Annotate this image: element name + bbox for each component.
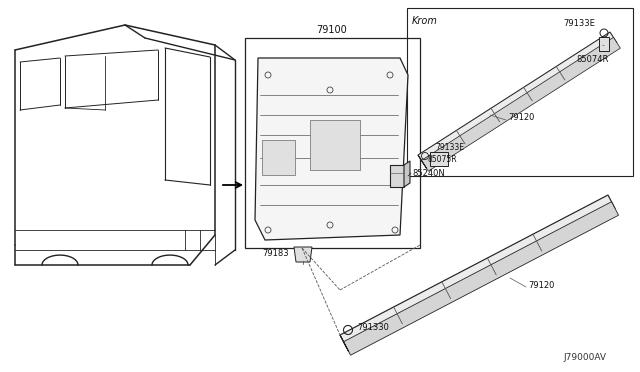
Polygon shape [422, 38, 620, 171]
Polygon shape [340, 195, 615, 349]
Polygon shape [418, 155, 427, 169]
Polygon shape [344, 202, 618, 355]
Polygon shape [599, 37, 609, 51]
Text: Krom: Krom [412, 16, 438, 26]
Text: 79183: 79183 [262, 250, 289, 259]
Text: 79120: 79120 [528, 280, 554, 289]
Text: 85075R: 85075R [428, 155, 458, 164]
Polygon shape [294, 247, 312, 262]
Polygon shape [310, 120, 360, 170]
Text: 79100: 79100 [317, 25, 348, 35]
Polygon shape [262, 140, 295, 175]
Text: 79133E: 79133E [435, 142, 464, 151]
Polygon shape [255, 58, 408, 240]
Polygon shape [340, 335, 349, 352]
Text: 79133E: 79133E [563, 19, 595, 28]
Polygon shape [390, 165, 404, 187]
Text: 85240N: 85240N [412, 169, 445, 177]
Text: J79000AV: J79000AV [563, 353, 606, 362]
Polygon shape [430, 152, 448, 166]
Text: 85074R: 85074R [576, 55, 609, 64]
Text: 791330: 791330 [357, 323, 389, 331]
Bar [245, 38, 420, 248]
Polygon shape [404, 161, 410, 187]
Polygon shape [418, 32, 617, 166]
Bar [407, 8, 633, 176]
Text: 79120: 79120 [508, 113, 534, 122]
